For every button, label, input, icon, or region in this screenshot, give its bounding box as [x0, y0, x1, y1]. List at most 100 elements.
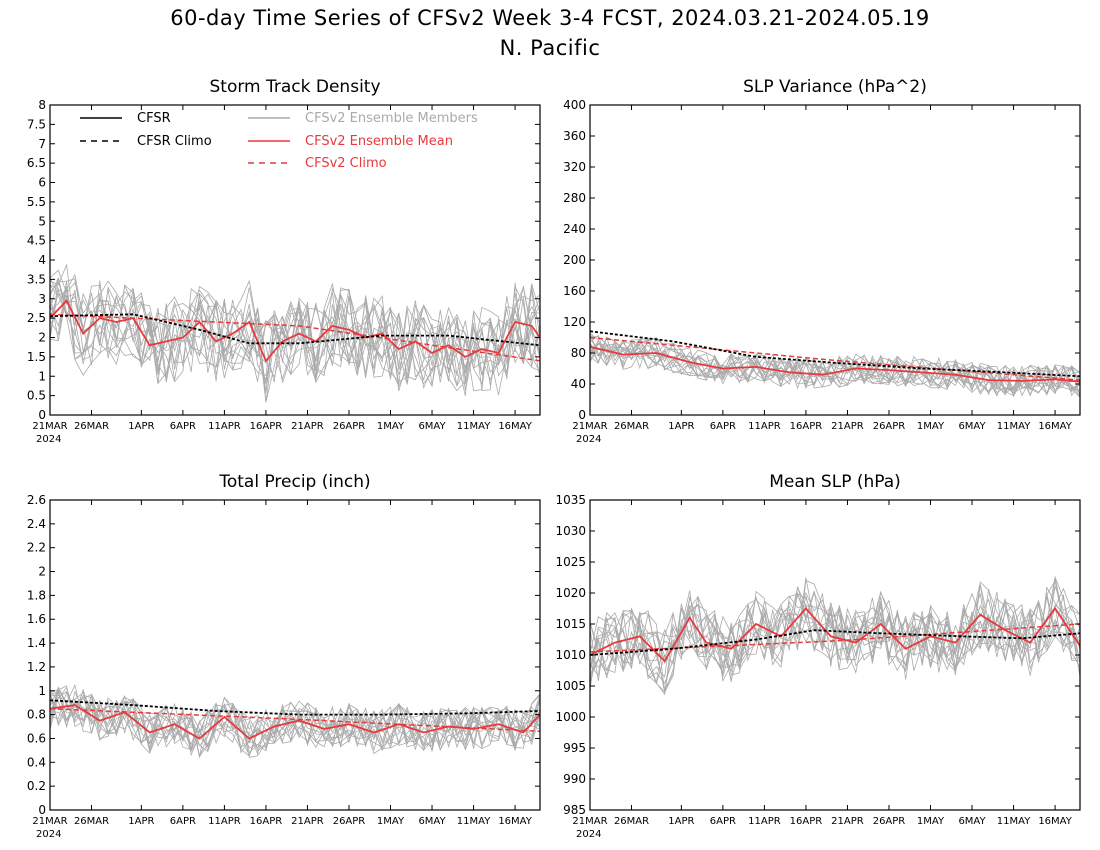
ensemble-mean-line — [590, 606, 1080, 663]
x-tick-label: 6APR — [710, 816, 736, 827]
y-tick-label: 990 — [563, 772, 586, 786]
x-tick-label: 26MAR — [614, 816, 649, 827]
cfsr-climo-line — [50, 313, 540, 347]
panel-title: SLP Variance (hPa^2) — [743, 77, 927, 97]
y-tick-label: 280 — [563, 191, 586, 205]
x-tick-label: 26APR — [873, 421, 906, 432]
ensemble-member-line — [50, 282, 540, 392]
y-tick-label: 3.5 — [27, 272, 46, 286]
y-tick-label: 1 — [38, 684, 46, 698]
ensemble-mean-line — [50, 299, 540, 363]
y-tick-label: 2 — [38, 331, 46, 345]
y-tick-label: 4 — [38, 253, 46, 267]
x-tick-label: 16MAY — [498, 816, 532, 827]
ensemble-member-line — [50, 284, 540, 391]
x-tick-label: 16MAY — [1038, 421, 1072, 432]
y-tick-label: 120 — [563, 315, 586, 329]
panel-title: Total Precip (inch) — [218, 472, 370, 492]
y-tick-label: 1.4 — [27, 636, 46, 650]
ensemble-member-line — [50, 685, 540, 751]
y-tick-label: 1.5 — [27, 350, 46, 364]
panel-2: SLP Variance (hPa^2) 0 40 80 120 160 200 240 280… — [563, 77, 1081, 445]
x-tick-label: 6APR — [710, 421, 736, 432]
ensemble-member-line — [590, 587, 1080, 678]
y-tick-label: 0 — [578, 408, 586, 422]
y-tick-label: 400 — [563, 98, 586, 112]
y-tick-label: 0.4 — [27, 755, 46, 769]
legend-label: CFSR Climo — [137, 134, 212, 149]
ensemble-member-line — [590, 337, 1080, 392]
y-tick-label: 1000 — [555, 710, 586, 724]
x-tick-label: 16MAY — [1038, 816, 1072, 827]
x-tick-label: 21MAR — [32, 421, 67, 432]
x-tick-label: 26APR — [333, 816, 366, 827]
x-tick-label: 26APR — [873, 816, 906, 827]
x-tick-label: 16MAY — [498, 421, 532, 432]
ensemble-member-line — [50, 276, 540, 392]
x-tick-label: 16APR — [250, 816, 283, 827]
ensemble-member-line — [590, 593, 1080, 690]
y-tick-label: 0.6 — [27, 731, 46, 745]
ensemble-member-line — [50, 263, 540, 393]
legend-label: CFSv2 Ensemble Members — [305, 111, 478, 126]
y-tick-label: 240 — [563, 222, 586, 236]
x-tick-label: 6MAY — [958, 421, 986, 432]
x-tick-label: 11MAY — [997, 421, 1031, 432]
y-tick-label: 0.8 — [27, 708, 46, 722]
y-tick-label: 1025 — [555, 555, 586, 569]
plot-area — [590, 575, 1080, 696]
ensemble-member-line — [590, 581, 1080, 677]
y-tick-label: 995 — [563, 741, 586, 755]
x-tick-label: 11APR — [208, 421, 241, 432]
panel-1: Storm Track Density 0 0.5 1 1.5 2 2.5 3 3.5 4 4.5 5… — [27, 77, 541, 445]
x-tick-label: 11APR — [748, 816, 781, 827]
x-year-label: 2024 — [576, 434, 601, 445]
y-tick-label: 2.6 — [27, 493, 46, 507]
y-tick-label: 1030 — [555, 524, 586, 538]
y-tick-label: 0 — [38, 408, 46, 422]
y-tick-label: 1.2 — [27, 660, 46, 674]
y-tick-label: 7 — [38, 137, 46, 151]
x-tick-label: 26APR — [333, 421, 366, 432]
y-tick-label: 1 — [38, 369, 46, 383]
y-tick-label: 4.5 — [27, 234, 46, 248]
y-tick-label: 320 — [563, 160, 586, 174]
legend: CFSR CFSR Climo CFSv2 Ensemble Members CFSv… — [80, 111, 478, 171]
y-tick-label: 6.5 — [27, 156, 46, 170]
ensemble-mean-line — [50, 704, 540, 740]
x-year-label: 2024 — [36, 434, 61, 445]
legend-label: CFSv2 Ensemble Mean — [305, 134, 453, 149]
x-tick-label: 11APR — [748, 421, 781, 432]
x-tick-label: 6APR — [170, 816, 196, 827]
cfsv2-climo-line — [590, 336, 1080, 381]
ensemble-member-line — [590, 334, 1080, 397]
x-tick-label: 16APR — [790, 421, 823, 432]
y-tick-label: 1.8 — [27, 588, 46, 602]
ensemble-member-line — [50, 280, 540, 380]
y-tick-label: 1035 — [555, 493, 586, 507]
ensemble-member-line — [50, 278, 540, 396]
panel-4: Mean SLP (hPa) 985 990 995 1000 1005 1010 1015 1… — [555, 472, 1081, 840]
y-tick-label: 0 — [38, 803, 46, 817]
ensemble-member-line — [50, 687, 540, 753]
y-tick-label: 6 — [38, 176, 46, 190]
ensemble-member-line — [50, 690, 540, 757]
panel-title: Storm Track Density — [209, 77, 380, 97]
x-tick-label: 16APR — [250, 421, 283, 432]
panel-title: Mean SLP (hPa) — [769, 472, 901, 492]
x-tick-label: 1MAY — [917, 421, 945, 432]
y-tick-label: 5 — [38, 214, 46, 228]
panel-3: Total Precip (inch) 0 0.2 0.4 0.6 0.8 1 1.2 1.4 1… — [27, 472, 541, 840]
y-tick-label: 8 — [38, 98, 46, 112]
x-tick-label: 6MAY — [958, 816, 986, 827]
x-tick-label: 11APR — [208, 816, 241, 827]
y-tick-label: 360 — [563, 129, 586, 143]
x-tick-label: 1APR — [128, 421, 154, 432]
x-tick-label: 11MAY — [457, 816, 491, 827]
ensemble-member-line — [590, 577, 1080, 677]
y-tick-label: 200 — [563, 253, 586, 267]
x-tick-label: 1APR — [668, 816, 694, 827]
y-tick-label: 40 — [571, 377, 586, 391]
x-tick-label: 6MAY — [418, 421, 446, 432]
